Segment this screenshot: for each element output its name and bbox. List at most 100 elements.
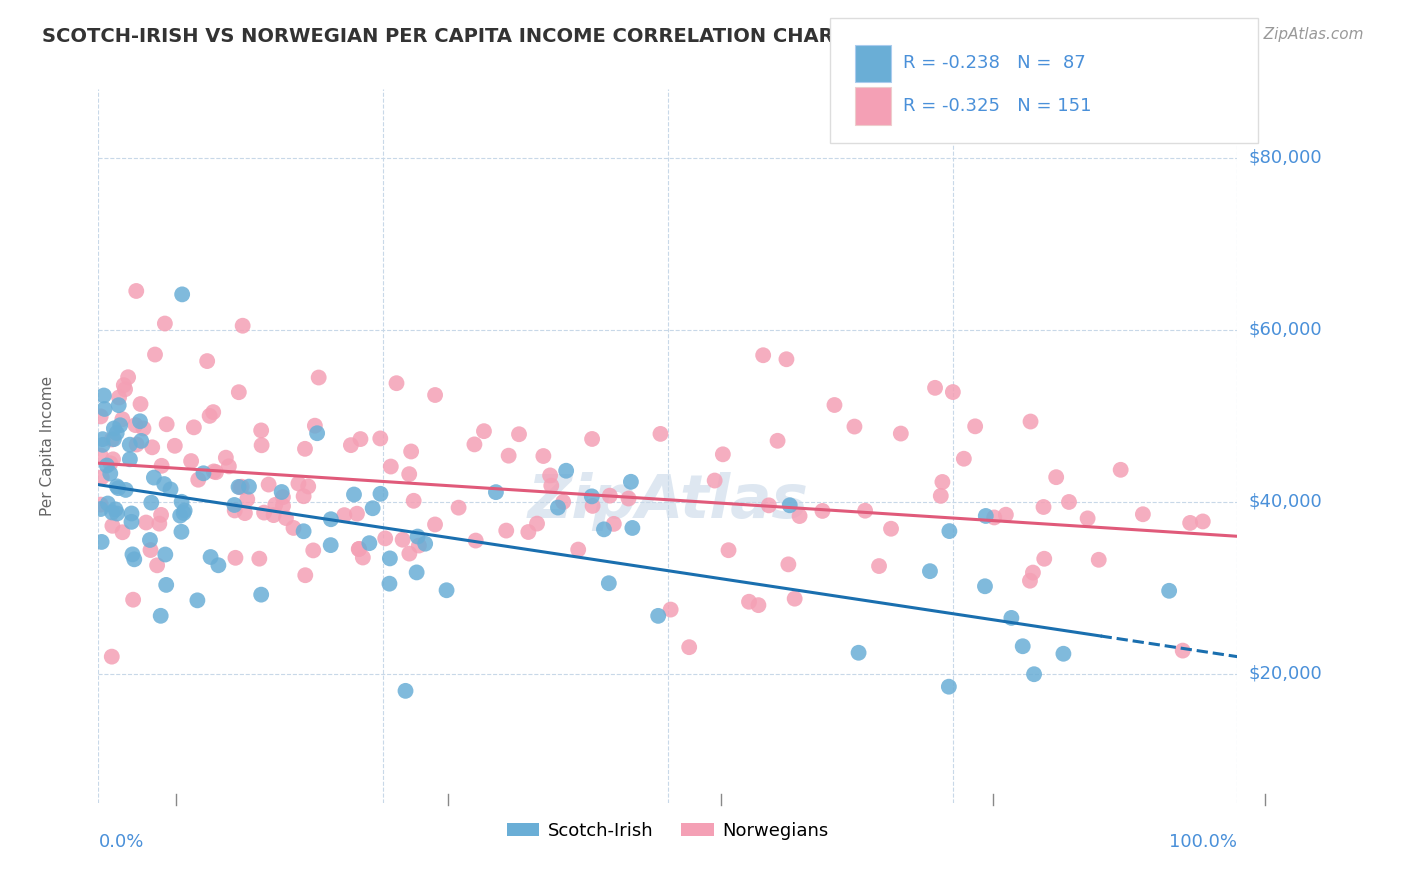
Point xyxy=(1032,500,1054,514)
Point xyxy=(352,550,374,565)
Point xyxy=(593,522,616,536)
Point xyxy=(678,640,700,655)
Text: $20,000: $20,000 xyxy=(1249,665,1322,683)
Point xyxy=(271,490,294,504)
Point xyxy=(207,558,229,573)
Point xyxy=(195,354,218,368)
Point xyxy=(141,440,163,454)
Point xyxy=(1077,511,1099,525)
Point xyxy=(394,683,416,698)
Point xyxy=(148,516,170,531)
Point xyxy=(172,287,194,301)
Point xyxy=(153,477,176,491)
Point xyxy=(187,473,209,487)
Point xyxy=(406,530,429,544)
Point xyxy=(1178,516,1201,530)
Point xyxy=(292,489,315,503)
Point xyxy=(90,535,112,549)
Point xyxy=(93,401,115,416)
Point xyxy=(531,449,554,463)
Point xyxy=(105,426,128,441)
Point xyxy=(118,438,141,452)
Point xyxy=(378,576,401,591)
Point xyxy=(555,464,578,478)
Point xyxy=(186,593,208,607)
Point xyxy=(124,418,146,433)
Point xyxy=(183,420,205,434)
Point xyxy=(775,352,797,367)
Point xyxy=(347,541,370,556)
Point xyxy=(105,507,128,521)
Point xyxy=(361,501,384,516)
Point xyxy=(346,507,368,521)
Point xyxy=(620,475,643,489)
Point xyxy=(385,376,408,391)
Point xyxy=(783,591,806,606)
Point xyxy=(953,451,976,466)
Point xyxy=(343,487,366,501)
Point xyxy=(100,649,122,664)
Point xyxy=(758,499,780,513)
Point xyxy=(153,317,176,331)
Point xyxy=(150,508,173,522)
Point xyxy=(485,485,508,500)
Point xyxy=(717,543,740,558)
Point xyxy=(91,432,114,446)
Point xyxy=(778,558,800,572)
Point xyxy=(198,409,221,423)
Point xyxy=(170,524,193,539)
Point xyxy=(114,382,136,396)
Point xyxy=(405,566,427,580)
Point xyxy=(399,444,422,458)
Point xyxy=(125,437,148,451)
Point xyxy=(129,414,152,428)
Point xyxy=(703,474,725,488)
Point xyxy=(938,524,960,538)
Point xyxy=(1087,553,1109,567)
Point xyxy=(965,419,987,434)
Point xyxy=(1019,415,1042,429)
Point xyxy=(294,568,316,582)
Point xyxy=(118,452,141,467)
Point xyxy=(155,578,177,592)
Point xyxy=(159,483,181,497)
Point xyxy=(647,608,669,623)
Point xyxy=(1022,667,1045,681)
Point xyxy=(333,508,356,523)
Point xyxy=(146,558,169,573)
Point xyxy=(495,524,517,538)
Point xyxy=(135,516,157,530)
Point xyxy=(983,510,1005,524)
Point xyxy=(974,508,997,523)
Point xyxy=(402,493,425,508)
Point xyxy=(250,438,273,452)
Point xyxy=(844,419,866,434)
Point xyxy=(766,434,789,448)
Point xyxy=(200,549,222,564)
Point xyxy=(98,467,121,481)
Point xyxy=(250,588,273,602)
Point xyxy=(423,517,446,532)
Point xyxy=(526,516,548,531)
Point xyxy=(270,485,292,500)
Point xyxy=(271,499,294,513)
Point xyxy=(163,439,186,453)
Point xyxy=(436,583,458,598)
Point xyxy=(472,424,495,438)
Point xyxy=(621,521,644,535)
Point xyxy=(90,449,112,463)
Point xyxy=(319,538,342,552)
Point xyxy=(155,548,177,562)
Point xyxy=(463,437,485,451)
Point xyxy=(101,518,124,533)
Point xyxy=(93,388,115,402)
Point xyxy=(129,434,152,448)
Point xyxy=(567,542,589,557)
Point xyxy=(398,467,420,482)
Point xyxy=(169,508,191,523)
Point xyxy=(924,381,946,395)
Point xyxy=(650,426,672,441)
Point xyxy=(711,447,734,461)
Point xyxy=(581,499,603,513)
Point xyxy=(101,452,124,467)
